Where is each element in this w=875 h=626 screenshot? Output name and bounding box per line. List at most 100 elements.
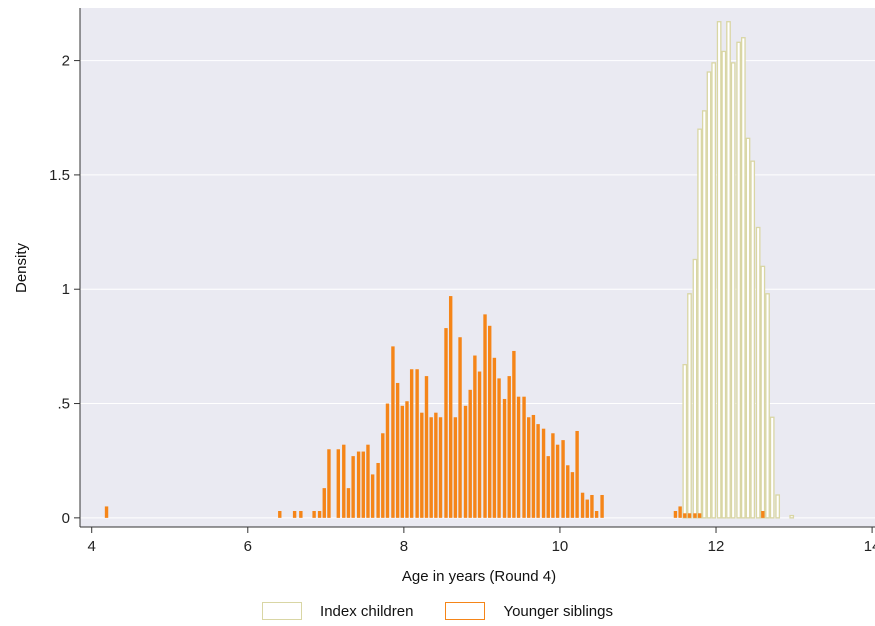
younger-siblings-bar xyxy=(463,405,468,518)
index-children-bar xyxy=(711,62,717,519)
younger-siblings-bar xyxy=(570,472,575,518)
index-children-bar xyxy=(692,258,698,519)
younger-siblings-bar xyxy=(420,412,424,518)
younger-siblings-bar xyxy=(497,378,501,518)
younger-siblings-bar xyxy=(536,424,540,518)
younger-siblings-bar xyxy=(434,412,438,518)
x-axis: 4 6 8 10 12 14 xyxy=(80,526,875,555)
legend-item-index-children: Index children xyxy=(262,602,413,620)
index-children-bar xyxy=(789,514,795,519)
younger-siblings-bar xyxy=(336,449,341,518)
younger-siblings-bar xyxy=(468,389,472,518)
younger-siblings-bar xyxy=(492,357,497,518)
x-tick-label: 14 xyxy=(864,538,875,555)
younger-siblings-bar xyxy=(697,513,702,518)
index-children-bar xyxy=(682,364,688,519)
index-children-bar xyxy=(769,416,775,519)
younger-siblings-bar xyxy=(385,403,390,518)
legend-label-younger-siblings: Younger siblings xyxy=(503,602,613,620)
younger-siblings-bar xyxy=(580,492,585,518)
younger-siblings-bar xyxy=(561,440,565,518)
y-tick-label: 2 xyxy=(62,53,70,70)
younger-siblings-bar xyxy=(351,456,355,518)
younger-siblings-bar xyxy=(693,513,697,518)
index-children-bar xyxy=(775,494,781,519)
y-axis: 0 .5 1 1.5 2 xyxy=(49,8,81,527)
younger-siblings-bar xyxy=(687,513,692,518)
index-children-bar xyxy=(755,226,761,519)
legend-swatch-index-children xyxy=(262,602,303,620)
younger-siblings-bar xyxy=(312,510,316,518)
x-tick-label: 8 xyxy=(400,538,408,555)
index-children-bars xyxy=(682,21,795,519)
y-tick-label: 1.5 xyxy=(49,167,70,184)
younger-siblings-bar xyxy=(673,510,678,518)
index-children-bar xyxy=(750,160,756,519)
x-tick-label: 10 xyxy=(552,538,569,555)
younger-siblings-bar xyxy=(683,513,687,518)
younger-siblings-bar xyxy=(438,417,443,518)
younger-siblings-bar xyxy=(342,444,346,518)
younger-siblings-bar xyxy=(483,314,487,518)
younger-siblings-bar xyxy=(292,510,297,518)
y-tick-label: .5 xyxy=(57,396,70,413)
x-tick-label: 4 xyxy=(88,538,96,555)
younger-siblings-bar xyxy=(370,474,375,518)
index-children-bar xyxy=(697,128,702,519)
plot-area xyxy=(80,8,875,527)
younger-siblings-bar xyxy=(381,433,385,518)
younger-siblings-bar xyxy=(322,488,326,518)
younger-siblings-bars xyxy=(104,296,765,518)
index-children-bar xyxy=(745,137,751,519)
younger-siblings-bar xyxy=(575,430,579,518)
legend-item-younger-siblings: Younger siblings xyxy=(445,602,613,620)
younger-siblings-bar xyxy=(590,494,594,518)
younger-siblings-bar xyxy=(546,456,550,518)
younger-siblings-bar xyxy=(395,382,400,518)
index-children-bar xyxy=(760,265,766,519)
younger-siblings-bar xyxy=(278,510,282,518)
index-children-bar xyxy=(706,71,712,519)
index-children-bar xyxy=(736,41,742,519)
younger-siblings-bar xyxy=(361,451,365,518)
index-children-bar xyxy=(687,293,692,519)
legend-swatch-younger-siblings xyxy=(445,602,486,620)
younger-siblings-bar xyxy=(678,506,682,518)
legend: Index children Younger siblings xyxy=(0,598,875,624)
younger-siblings-bar xyxy=(541,428,546,518)
y-tick-label: 0 xyxy=(62,510,70,527)
younger-siblings-bar xyxy=(405,401,409,518)
younger-siblings-bar xyxy=(477,371,482,518)
younger-siblings-bar xyxy=(327,449,331,518)
younger-siblings-bar xyxy=(448,296,453,518)
younger-siblings-bar xyxy=(444,328,448,518)
density-histogram: 4 6 8 10 12 14 0 .5 1 1.5 2 Age in years (Round 4… xyxy=(13,8,875,585)
younger-siblings-bar xyxy=(502,398,507,518)
younger-siblings-bar xyxy=(317,510,322,518)
index-children-bar xyxy=(730,62,736,519)
younger-siblings-bar xyxy=(600,494,604,518)
index-children-bar xyxy=(726,21,731,519)
younger-siblings-bar xyxy=(594,510,599,518)
index-children-bar xyxy=(701,110,707,519)
younger-siblings-bar xyxy=(429,417,433,518)
x-tick-label: 6 xyxy=(244,538,252,555)
younger-siblings-bar xyxy=(522,396,526,518)
younger-siblings-bar xyxy=(356,451,361,518)
index-children-bar xyxy=(765,293,770,519)
younger-siblings-bar xyxy=(104,506,109,518)
x-axis-title: Age in years (Round 4) xyxy=(402,568,556,585)
younger-siblings-bar xyxy=(473,355,477,518)
y-tick-label: 1 xyxy=(62,281,70,298)
younger-siblings-bar xyxy=(400,405,405,518)
younger-siblings-bar xyxy=(376,462,380,518)
index-children-bar xyxy=(740,37,746,519)
younger-siblings-bar xyxy=(458,337,462,518)
younger-siblings-bar xyxy=(585,499,589,518)
younger-siblings-bar xyxy=(531,414,536,518)
younger-siblings-bar xyxy=(391,346,395,518)
index-children-bar xyxy=(716,21,722,519)
younger-siblings-bar xyxy=(453,417,458,518)
legend-label-index-children: Index children xyxy=(320,602,414,620)
younger-siblings-bar xyxy=(527,417,531,518)
